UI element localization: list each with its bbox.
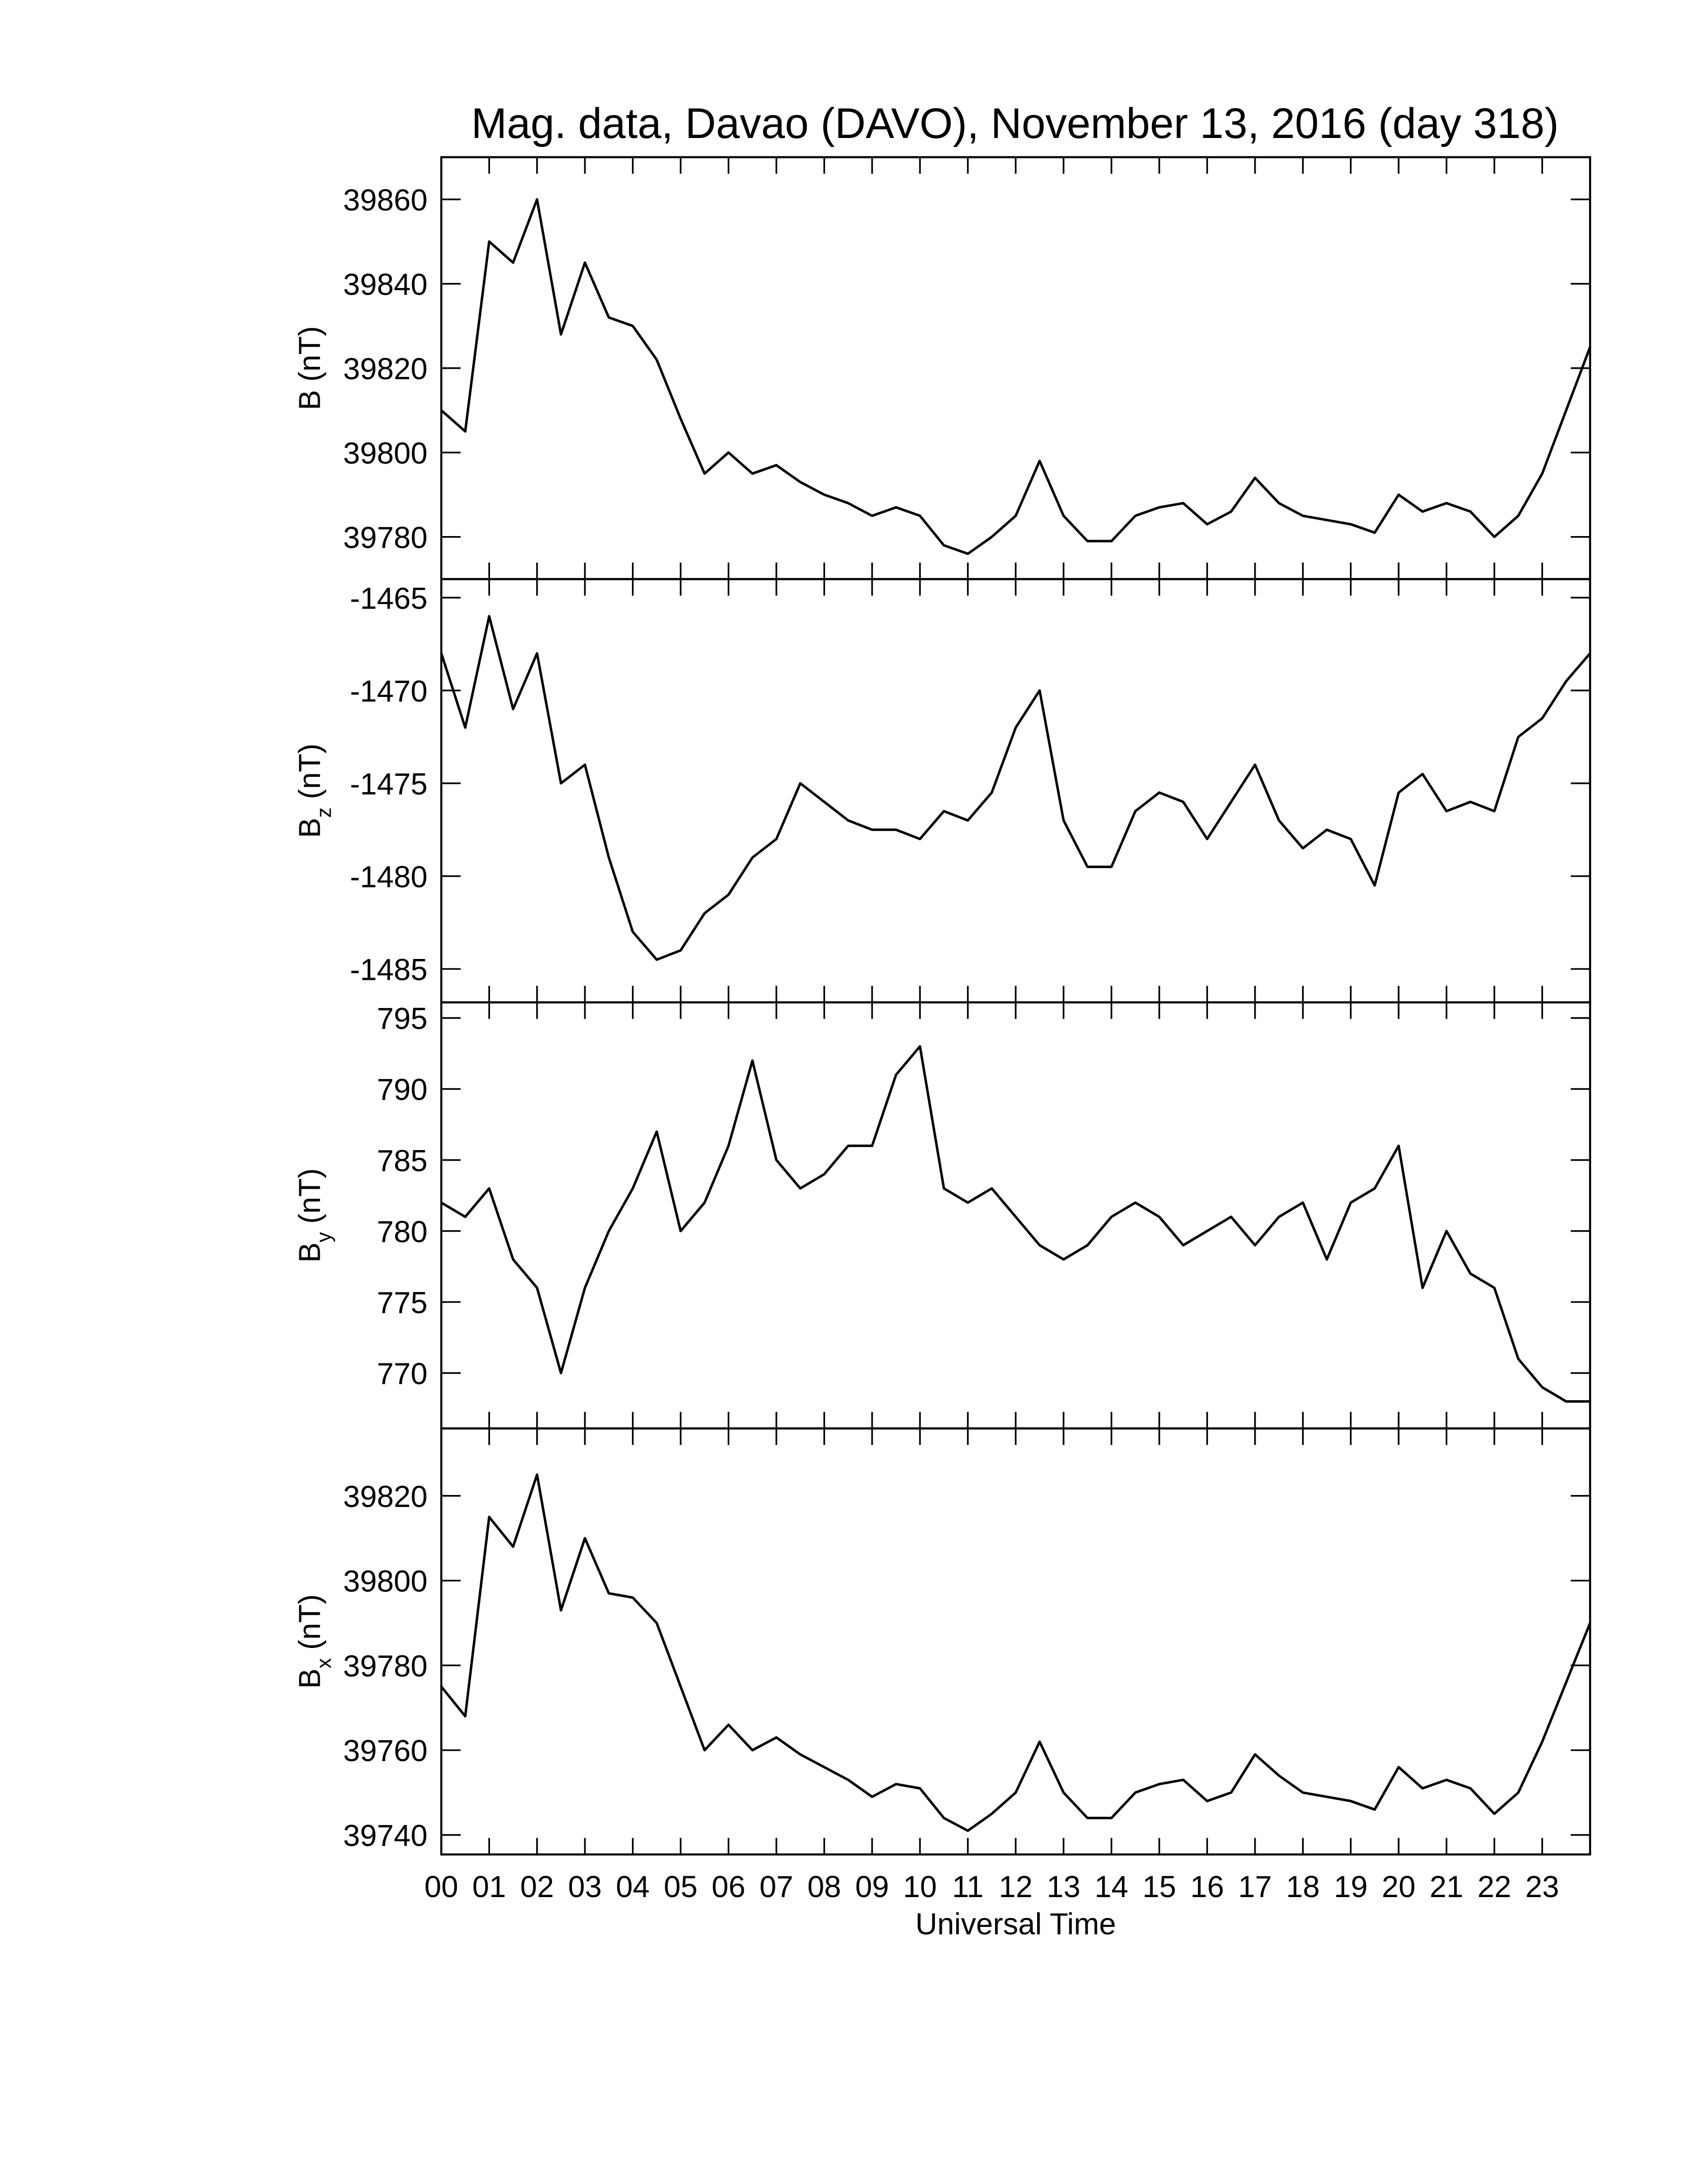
x-tick-label: 21 (1430, 1870, 1464, 1904)
x-tick-label: 07 (760, 1870, 793, 1904)
x-tick-label: 15 (1142, 1870, 1176, 1904)
x-tick-label: 18 (1286, 1870, 1320, 1904)
x-tick-label: 08 (807, 1870, 841, 1904)
y-axis-label: Bz (nT) (292, 744, 335, 838)
y-axis-label-unit: (nT) (292, 326, 326, 382)
y-axis-label-unit: (nT) (292, 1594, 326, 1650)
x-tick-label: 02 (520, 1870, 554, 1904)
data-line (440, 198, 1592, 555)
y-axis-label: By (nT) (292, 1168, 335, 1262)
x-tick-label: 19 (1334, 1870, 1368, 1904)
x-tick-label: 10 (903, 1870, 937, 1904)
x-axis-label: Universal Time (915, 1907, 1116, 1941)
y-tick-label: 770 (377, 1357, 427, 1390)
y-axis-label-symbol: B (292, 818, 326, 838)
y-tick-label: 790 (377, 1073, 427, 1106)
y-tick-label: 39760 (343, 1734, 427, 1768)
y-axis-label-unit: (nT) (292, 744, 326, 799)
y-tick-label: 39780 (343, 1649, 427, 1683)
y-tick-label: 775 (377, 1286, 427, 1319)
y-tick-label: 795 (377, 1002, 427, 1035)
y-axis-label-unit: (nT) (292, 1168, 326, 1224)
y-axis-label-symbol: B (292, 1242, 326, 1263)
y-tick-label: -1485 (350, 953, 427, 986)
y-tick-label: -1480 (350, 860, 427, 893)
y-axis-label-symbol: B (292, 1668, 326, 1689)
y-axis-label-subscript: y (312, 1232, 336, 1242)
y-tick-label: 780 (377, 1215, 427, 1248)
y-tick-label: 39860 (343, 183, 427, 217)
y-tick-label: -1470 (350, 674, 427, 708)
y-tick-label: 39840 (343, 268, 427, 301)
y-axis-label-subscript: z (312, 808, 336, 818)
y-tick-label: 39800 (343, 436, 427, 470)
x-tick-label: 06 (711, 1870, 745, 1904)
y-tick-label: 39800 (343, 1565, 427, 1598)
y-tick-label: 39820 (343, 1480, 427, 1513)
x-tick-label: 16 (1190, 1870, 1224, 1904)
x-tick-label: 05 (664, 1870, 698, 1904)
y-tick-label: 39740 (343, 1819, 427, 1852)
y-tick-label: 39820 (343, 352, 427, 386)
data-line (440, 1045, 1590, 1403)
y-tick-label: -1465 (350, 581, 427, 615)
x-tick-label: 04 (616, 1870, 650, 1904)
x-tick-label: 11 (952, 1870, 984, 1904)
y-tick-label: -1475 (350, 767, 427, 801)
x-tick-label: 09 (855, 1870, 889, 1904)
x-tick-label: 14 (1095, 1870, 1128, 1904)
x-tick-label: 03 (568, 1870, 602, 1904)
y-axis-label: Bx (nT) (292, 1594, 335, 1689)
y-tick-label: 39780 (343, 521, 427, 554)
x-tick-label: 20 (1382, 1870, 1415, 1904)
data-line (440, 1473, 1592, 1832)
y-axis-label: B (nT) (292, 326, 326, 410)
x-tick-label: 17 (1238, 1870, 1272, 1904)
x-tick-label: 22 (1477, 1870, 1511, 1904)
x-tick-label: 01 (472, 1870, 506, 1904)
y-tick-label: 785 (377, 1144, 427, 1177)
y-axis-label-symbol: B (292, 390, 326, 410)
data-line (440, 614, 1591, 961)
chart-title: Mag. data, Davao (DAVO), November 13, 20… (471, 100, 1559, 147)
y-axis-label-subscript: x (312, 1658, 336, 1668)
x-tick-label: 12 (999, 1870, 1033, 1904)
x-tick-label: 23 (1525, 1870, 1559, 1904)
x-tick-label: 00 (424, 1870, 458, 1904)
x-tick-label: 13 (1047, 1870, 1080, 1904)
